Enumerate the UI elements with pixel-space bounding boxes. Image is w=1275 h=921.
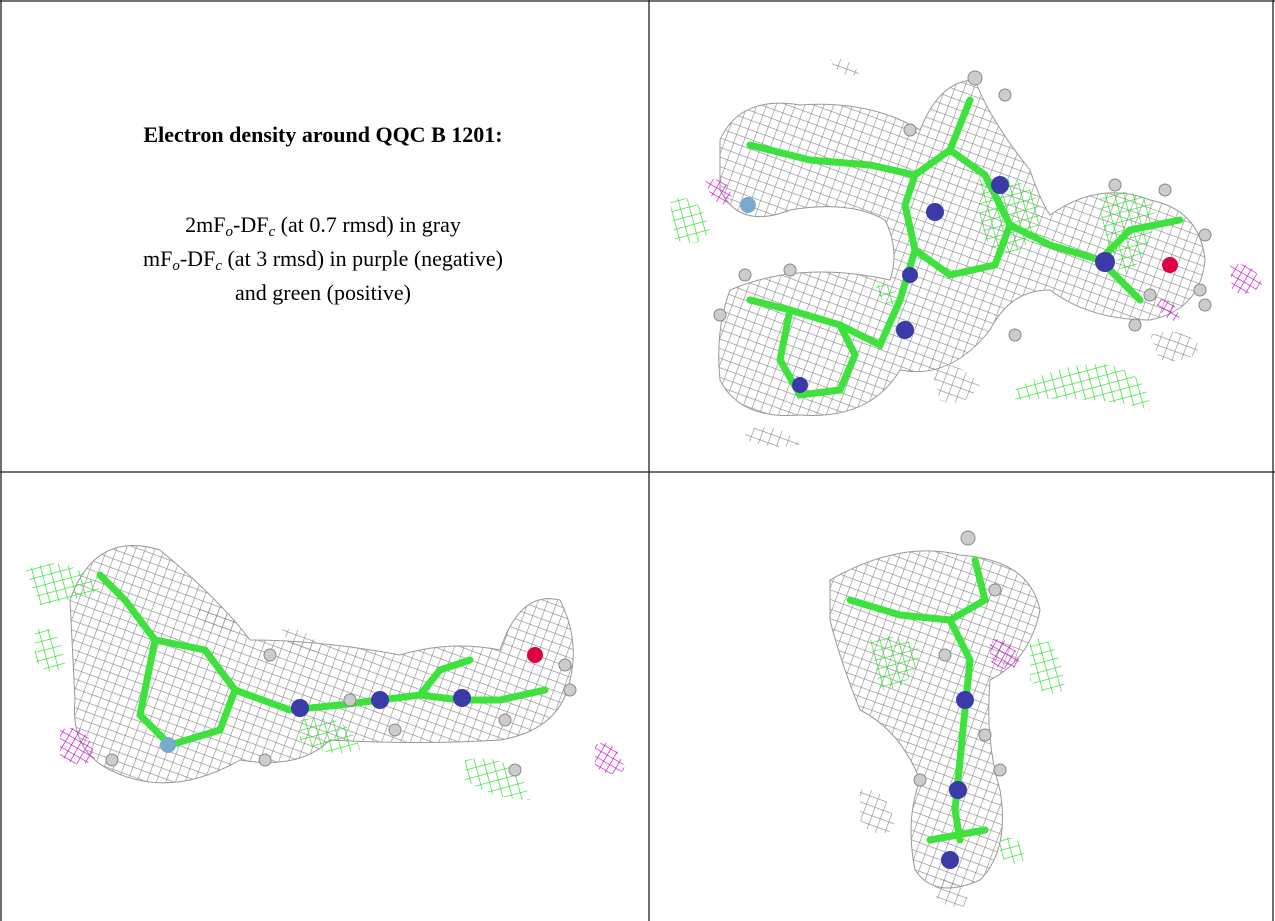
legend-line: mFo-DFc (at 3 rmsd) in purple (negative) <box>143 246 503 274</box>
legend-line: and green (positive) <box>235 280 411 305</box>
subscript: o <box>226 224 234 240</box>
legend-text: mF <box>143 246 172 271</box>
legend-text: -DF <box>233 212 268 237</box>
density-view-end <box>829 530 1065 908</box>
legend-text: -DF <box>180 246 215 271</box>
legend-text: (at 3 rmsd) in purple (negative) <box>222 246 503 271</box>
density-view-side <box>25 545 625 800</box>
subscript: c <box>268 224 275 240</box>
legend-text: and green (positive) <box>235 280 411 305</box>
legend-text: 2mF <box>185 212 225 237</box>
subscript: c <box>215 258 222 274</box>
legend-text: (at 0.7 rmsd) in gray <box>275 212 461 237</box>
legend-line: 2mFo-DFc (at 0.7 rmsd) in gray <box>185 212 461 240</box>
subscript: o <box>172 258 180 274</box>
figure-title: Electron density around QQC B 1201: <box>143 122 502 147</box>
density-view-top <box>670 59 1262 447</box>
